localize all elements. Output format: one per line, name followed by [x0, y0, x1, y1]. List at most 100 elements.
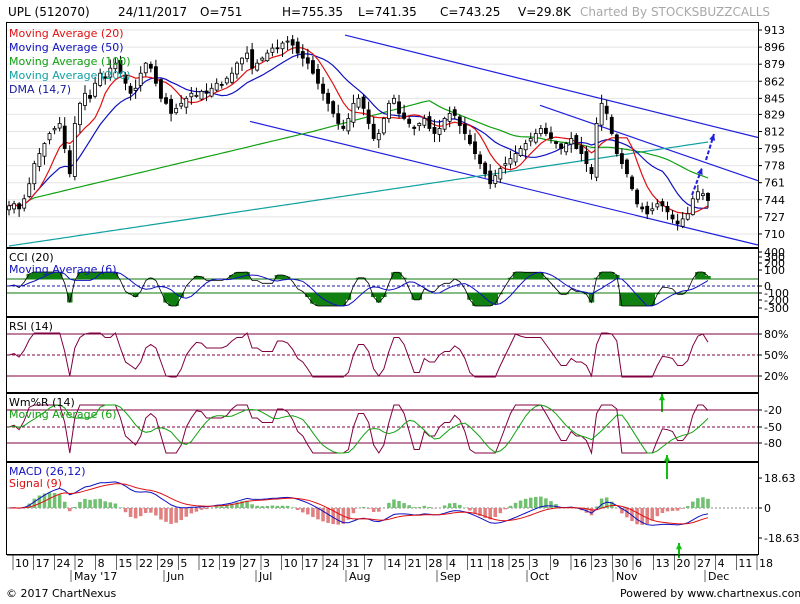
- candle-body: [174, 107, 179, 114]
- trend-arrow-1: [691, 167, 703, 196]
- candle-body: [706, 192, 710, 201]
- candle-body: [447, 113, 452, 122]
- price-candle: [179, 95, 184, 110]
- candle-body: [589, 167, 594, 175]
- x-tick-label: 14: [387, 557, 401, 570]
- price-candle: [184, 96, 189, 114]
- x-tick-label: 30: [614, 557, 628, 570]
- price-candle: [290, 34, 295, 54]
- price-candle: [224, 76, 229, 86]
- price-candle: [331, 100, 336, 118]
- price-candle: [564, 141, 569, 156]
- month-label: Sep: [440, 570, 461, 583]
- candle-body: [290, 39, 295, 46]
- price-candle: [270, 43, 275, 57]
- price-legend-entry: DMA (14,7): [9, 83, 71, 96]
- x-tick-label: 8: [98, 557, 105, 570]
- price-candle: [655, 199, 660, 210]
- price-candle: [209, 83, 214, 98]
- price-legend-entry: Moving Average (50): [9, 41, 124, 54]
- candle-body: [604, 105, 609, 114]
- candle-body: [594, 123, 599, 178]
- candle-body: [675, 220, 680, 225]
- x-tick-label: 3: [263, 557, 270, 570]
- price-candle: [417, 122, 422, 131]
- candle-body: [508, 158, 513, 165]
- price-candle: [77, 101, 82, 134]
- price-candle: [265, 49, 270, 62]
- candle-body: [488, 170, 493, 185]
- price-candle: [503, 156, 508, 174]
- ma100-line: [8, 100, 709, 207]
- price-candle: [660, 198, 665, 212]
- price-candle: [543, 122, 548, 137]
- candle-body: [640, 206, 645, 210]
- candle-body: [77, 102, 82, 126]
- price-candle: [285, 36, 290, 51]
- panel-legend-entry: MACD (26,12): [9, 465, 86, 478]
- price-candle: [57, 117, 62, 132]
- month-label: Dec: [708, 570, 729, 583]
- month-label: May '17: [74, 570, 117, 583]
- price-candle: [554, 140, 558, 149]
- candle-body: [310, 60, 315, 74]
- candle-body: [148, 63, 153, 69]
- candle-body: [427, 116, 432, 129]
- channel-lower-line: [249, 120, 759, 246]
- price-candle: [295, 37, 300, 59]
- x-tick-label: 24: [56, 557, 70, 570]
- price-candle: [128, 83, 133, 101]
- wmr-panel: -20 -50 -80 Wm%R (14)Moving Average (6): [7, 396, 782, 479]
- price-candle: [219, 81, 224, 89]
- x-tick-label: 10: [284, 557, 298, 570]
- x-tick-label: 3: [532, 557, 539, 570]
- price-candle: [326, 88, 331, 112]
- price-candle: [22, 194, 27, 212]
- candle-body: [579, 145, 584, 154]
- price-candle: [640, 202, 645, 213]
- candle-body: [503, 163, 508, 166]
- candle-body: [118, 60, 123, 74]
- price-legend: Moving Average (20)Moving Average (50)Mo…: [9, 27, 130, 96]
- arrow-shaft: [705, 133, 715, 161]
- x-tick-label: 25: [511, 557, 525, 570]
- candle-body: [386, 102, 391, 119]
- candle-body: [478, 154, 482, 165]
- price-y-axis: 913 896 879 862 845 829 812 795 778 761 744 727 710: [758, 24, 785, 241]
- price-candle: [488, 164, 493, 189]
- x-tick-label: 23: [594, 557, 608, 570]
- panel-tick-label: 50%: [764, 349, 788, 362]
- price-candle: [164, 93, 168, 106]
- candle-body: [285, 40, 290, 43]
- price-candle: [199, 89, 204, 101]
- candle-body: [630, 176, 634, 190]
- candle-body: [280, 42, 285, 50]
- price-candle: [17, 202, 22, 217]
- x-tick-label: 20: [676, 557, 690, 570]
- x-tick-label: 18: [490, 557, 504, 570]
- candle-body: [346, 118, 351, 132]
- price-candle: [37, 148, 42, 172]
- price-candle: [376, 129, 381, 148]
- candle-body: [554, 141, 558, 144]
- candle-body: [614, 134, 619, 154]
- price-candles: [7, 34, 710, 231]
- candle-body: [518, 148, 523, 157]
- price-candle: [528, 132, 533, 147]
- arrow-head: [675, 543, 683, 550]
- x-tick-label: 27: [242, 557, 256, 570]
- panel-legend-entry: RSI (14): [9, 320, 53, 333]
- channel-mid-line: [539, 104, 759, 182]
- price-candle: [447, 106, 452, 128]
- x-tick-label: 21: [408, 557, 422, 570]
- price-legend-entry: Moving Average (200): [9, 69, 130, 82]
- candle-body: [619, 153, 624, 165]
- price-candle: [32, 160, 37, 191]
- candle-body: [422, 118, 427, 126]
- candle-body: [83, 92, 87, 106]
- panel-tick-label: 200: [764, 257, 785, 270]
- month-label: Aug: [349, 570, 370, 583]
- price-candle: [513, 145, 518, 166]
- price-tick-label: 812: [764, 125, 785, 138]
- candle-body: [528, 138, 533, 142]
